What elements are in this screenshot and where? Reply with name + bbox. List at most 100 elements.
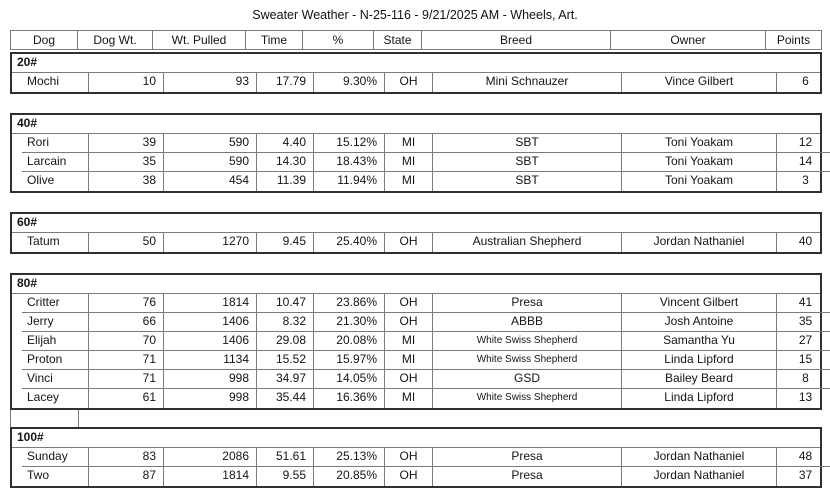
cell-time: 11.39 xyxy=(257,172,314,191)
column-header-row: Dog Dog Wt. Wt. Pulled Time% State Breed Owner… xyxy=(10,30,822,50)
cell-points: 27 xyxy=(777,332,830,351)
cell-time: 29.08 xyxy=(257,332,314,351)
cell-percent: 23.86% xyxy=(314,294,385,313)
cell-dog: Larcain xyxy=(22,153,89,172)
section-100: 100# Sunday 83 2086 51.61 25.13% OH Presa Jordan… xyxy=(10,427,830,488)
cell-time: 15.52 xyxy=(257,351,314,370)
cell-breed: Presa xyxy=(433,467,622,486)
section-60: 60# Tatum 50 1270 9.45 25.40% OH Australian She… xyxy=(10,212,822,254)
cell-breed: White Swiss Shepherd xyxy=(433,389,622,408)
cell-dog: Olive xyxy=(22,172,89,191)
cell-state: OH xyxy=(385,233,433,252)
table-row: Sunday 83 2086 51.61 25.13% OH Presa Jordan Nat… xyxy=(22,448,830,467)
section-20: 20# Mochi 10 93 17.79 9.30% OH Mini Schnauzer Vi… xyxy=(10,52,822,94)
cell-owner: Bailey Beard xyxy=(622,370,777,389)
cell-breed: SBT xyxy=(433,134,622,153)
cell-wt-pulled: 454 xyxy=(164,172,257,191)
cell-owner: Jordan Nathaniel xyxy=(622,233,777,252)
cell-percent: 11.94% xyxy=(314,172,385,191)
cell-state: MI xyxy=(385,389,433,408)
cell-percent: 20.08% xyxy=(314,332,385,351)
cell-percent: 16.36% xyxy=(314,389,385,408)
cell-dog: Jerry xyxy=(22,313,89,332)
cell-points: 8 xyxy=(777,370,830,389)
cell-wt-pulled: 1270 xyxy=(164,233,257,252)
cell-owner: Toni Yoakam xyxy=(622,153,777,172)
cell-wt-pulled: 1406 xyxy=(164,313,257,332)
col-header-dog: Dog xyxy=(11,31,78,49)
cell-dog-wt: 50 xyxy=(89,233,164,252)
cell-dog-wt: 71 xyxy=(89,370,164,389)
cell-dog: Vinci xyxy=(22,370,89,389)
cell-points: 35 xyxy=(777,313,830,332)
cell-wt-pulled: 2086 xyxy=(164,448,257,467)
section-80: 80# Critter 76 1814 10.47 23.86% OH Presa Vincen… xyxy=(10,273,830,410)
table-row: Two 87 1814 9.55 20.85% OH Presa Jordan Nathani… xyxy=(22,467,830,486)
cell-breed: Australian Shepherd xyxy=(433,233,622,252)
col-header-state: State xyxy=(374,31,422,49)
cell-points: 6 xyxy=(802,74,809,88)
cell-owner: Toni Yoakam xyxy=(622,172,777,191)
cell-state: OH xyxy=(385,467,433,486)
cell-percent: 14.05% xyxy=(314,370,385,389)
cell-time: 14.30 xyxy=(257,153,314,172)
cell-percent: 25.40% xyxy=(314,233,385,252)
cell-breed: Presa xyxy=(433,294,622,313)
cell-dog-wt: 71 xyxy=(89,351,164,370)
cell-dog-wt: 83 xyxy=(89,448,164,467)
col-header-dog-wt: Dog Wt. xyxy=(78,31,153,49)
cell-breed: GSD xyxy=(433,370,622,389)
results-sheet: Sweater Weather - N-25-116 - 9/21/2025 A… xyxy=(10,8,830,488)
cell-dog-wt: 66 xyxy=(89,313,164,332)
cell-percent: 25.13% xyxy=(314,448,385,467)
col-header-points: Points xyxy=(776,33,811,47)
cell-time: 9.45 xyxy=(257,233,314,252)
cell-dog-wt: 10 xyxy=(89,73,164,92)
cell-owner: Linda Lipford xyxy=(622,389,777,408)
cell-breed: Mini Schnauzer xyxy=(433,73,622,92)
table-row: Proton 71 1134 15.52 15.97% MI White Swiss She… xyxy=(22,351,830,370)
table-row: Critter 76 1814 10.47 23.86% OH Presa Vincent G… xyxy=(22,294,830,313)
cell-points: 40 xyxy=(798,234,813,248)
cell-state: MI xyxy=(385,153,433,172)
cell-dog-wt: 39 xyxy=(89,134,164,153)
cell-state: OH xyxy=(385,73,433,92)
table-row: Larcain 35 590 14.30 18.43% MI SBT Toni Yoakam 1… xyxy=(22,153,830,172)
cell-points: 12 xyxy=(777,134,830,153)
table-row: Vinci 71 998 34.97 14.05% OH GSD Bailey Beard 8 xyxy=(22,370,830,389)
cell-percent: 9.30% xyxy=(314,73,385,92)
table-row: Elijah 70 1406 29.08 20.08% MI White Swiss She… xyxy=(22,332,830,351)
table-row: Tatum 50 1270 9.45 25.40% OH Australian Shephe… xyxy=(22,233,830,252)
cell-points: 3 xyxy=(802,173,809,187)
cell-owner: Toni Yoakam xyxy=(622,134,777,153)
cell-owner: Josh Antoine xyxy=(622,313,777,332)
cell-wt-pulled: 998 xyxy=(164,389,257,408)
cell-percent: 18.43% xyxy=(314,153,385,172)
cell-time: 10.47 xyxy=(257,294,314,313)
cell-points: 48 xyxy=(777,448,830,467)
cell-breed: White Swiss Shepherd xyxy=(433,332,622,351)
cell-state: OH xyxy=(385,448,433,467)
cell-dog-wt: 35 xyxy=(89,153,164,172)
cell-points: 14 xyxy=(777,153,830,172)
cell-points: 13 xyxy=(798,390,813,404)
cell-breed: SBT xyxy=(433,153,622,172)
cell-owner: Jordan Nathaniel xyxy=(622,467,777,486)
cell-owner: Jordan Nathaniel xyxy=(622,448,777,467)
cell-time: 34.97 xyxy=(257,370,314,389)
col-header-wt-pulled: Wt. Pulled xyxy=(153,31,246,49)
cell-dog: Proton xyxy=(22,351,89,370)
cell-time: 17.79 xyxy=(257,73,314,92)
cell-owner: Linda Lipford xyxy=(622,351,777,370)
cell-time: 35.44 xyxy=(257,389,314,408)
cell-breed: ABBB xyxy=(433,313,622,332)
col-header-owner: Owner xyxy=(611,31,766,49)
section-label: 20# xyxy=(12,54,820,73)
cell-percent: 21.30% xyxy=(314,313,385,332)
cell-wt-pulled: 93 xyxy=(164,73,257,92)
col-header-percent: % xyxy=(303,31,374,49)
cell-wt-pulled: 590 xyxy=(164,153,257,172)
cell-points: 37 xyxy=(798,468,813,482)
cell-wt-pulled: 590 xyxy=(164,134,257,153)
section-label: 60# xyxy=(12,214,820,233)
